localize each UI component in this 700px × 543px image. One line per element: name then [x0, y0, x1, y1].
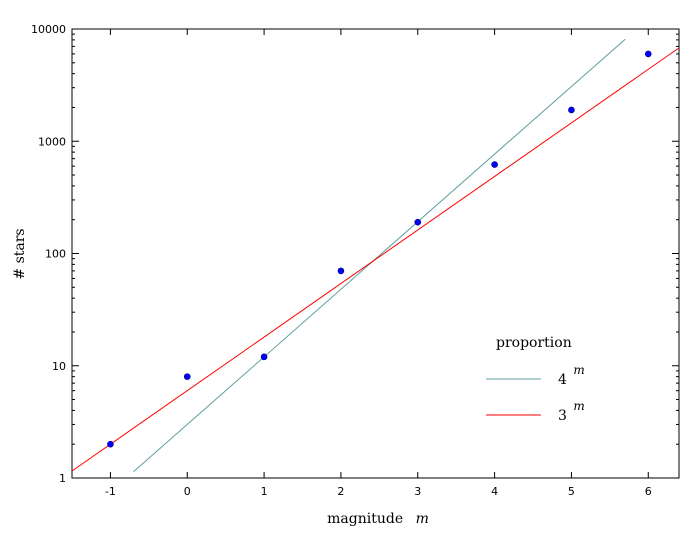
y-tick-label: 10000: [31, 23, 66, 36]
x-tick-label: 0: [184, 485, 191, 498]
fit-curves: [71, 38, 680, 473]
x-tick-label: -1: [105, 485, 116, 498]
y-tick-label: 100: [45, 248, 66, 261]
plot-frame: [71, 28, 680, 479]
x-tick-label: 3: [414, 485, 421, 498]
x-tick-label: 2: [337, 485, 344, 498]
data-points: [107, 50, 652, 448]
x-axis-title-text: magnitude: [327, 511, 403, 527]
legend-entry-3m-base: 3: [558, 408, 567, 424]
data-point: [644, 50, 652, 58]
data-point: [107, 440, 114, 448]
x-axis-title-var: m: [416, 511, 429, 527]
x-tick-label: 6: [645, 485, 652, 498]
y-tick-label: 10: [52, 360, 66, 373]
legend-title: proportion: [496, 335, 572, 351]
x-tick-label: 5: [568, 485, 575, 498]
fit-line-4m: [133, 38, 626, 473]
legend-entry-3m: 3 m: [558, 399, 585, 424]
x-tick-label: 4: [491, 485, 498, 498]
data-point: [337, 267, 345, 275]
data-point: [260, 353, 268, 361]
x-tick-label: 1: [261, 485, 268, 498]
legend-entry-4m: 4 m: [558, 363, 585, 388]
fit-line-3m: [71, 47, 680, 472]
data-point: [568, 106, 575, 114]
y-axis-ticks: 1 10 100 1000 10000: [31, 23, 679, 485]
x-axis-ticks: -1 0 1 2 3 4 5 6: [105, 29, 652, 498]
legend: proportion 4 m 3 m: [486, 335, 585, 424]
data-point: [183, 373, 191, 380]
data-point: [491, 161, 498, 168]
legend-entry-3m-exp: m: [573, 399, 584, 413]
legend-entry-4m-base: 4: [558, 372, 567, 388]
y-tick-label: 1000: [38, 135, 66, 148]
data-point: [414, 218, 422, 226]
x-axis-title: magnitude m: [327, 511, 429, 527]
y-tick-label: 1: [59, 472, 66, 485]
legend-entry-4m-exp: m: [573, 363, 584, 377]
y-axis-title: # stars: [12, 228, 28, 279]
